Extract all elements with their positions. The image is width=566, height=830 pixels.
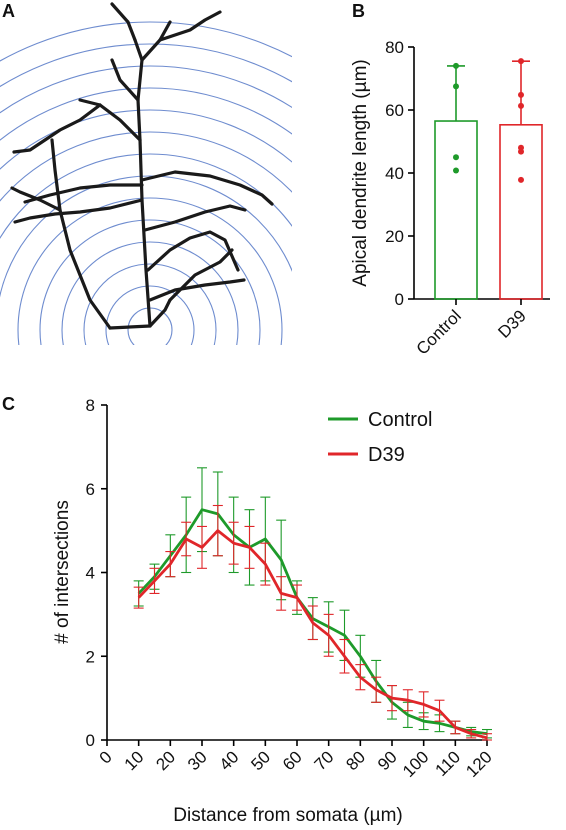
c-x-tick-label: 100 (399, 747, 432, 780)
b-data-point (518, 176, 524, 183)
c-x-tick-label: 80 (342, 747, 369, 774)
b-data-point (453, 154, 459, 161)
panel-c: C # of intersections Distance from somat… (2, 394, 496, 826)
sholl-ring-8 (0, 153, 292, 240)
b-plot-area: 0 20 40 60 80 Control D39 (385, 38, 550, 359)
c-x-tick-label: 50 (247, 747, 274, 774)
panel-a-letter: A (2, 1, 15, 21)
b-data-point (453, 167, 459, 174)
b-x-tick-label: Control (413, 306, 465, 358)
panel-a: A (0, 1, 292, 345)
top-right-branch (140, 10, 222, 62)
legend-label-d39: D39 (368, 444, 405, 466)
legend-label-control: Control (368, 409, 432, 431)
b-y-tick-label: 40 (385, 164, 404, 183)
top-right-twig (158, 20, 172, 42)
c-x-tick-label: 90 (374, 747, 401, 774)
panel-b-letter: B (352, 1, 365, 21)
c-y-axis-title: # of intersections (52, 500, 73, 644)
left-descending-branch (50, 138, 112, 330)
right-bottom-twig (168, 248, 234, 302)
left-upper-branch (78, 98, 142, 142)
c-x-tick-label: 0 (96, 747, 116, 767)
right-lower-branch (146, 230, 240, 272)
sholl-ring-4 (61, 241, 239, 345)
c-x-tick-label: 40 (216, 747, 243, 774)
c-x-tick-label: 110 (432, 747, 465, 780)
c-y-tick-label: 2 (86, 647, 95, 666)
sholl-ring-6 (17, 197, 283, 345)
sholl-ring-12 (0, 65, 292, 114)
sholl-ring-7 (0, 175, 292, 298)
b-data-point (518, 102, 524, 109)
b-data-point (518, 148, 524, 155)
right-bottom-branch (148, 278, 246, 302)
sholl-ring-10 (0, 109, 292, 170)
panel-b: B Apical dendrite length (µm) 0 20 40 60 80 C… (350, 1, 550, 359)
c-x-tick-label: 20 (152, 747, 179, 774)
c-x-tick-label: 120 (462, 747, 495, 780)
left-lower-branch (10, 186, 62, 212)
b-bar-control (434, 120, 478, 300)
b-y-tick-label: 60 (385, 101, 404, 120)
neuron-tracing (10, 2, 274, 330)
b-y-axis-title: Apical dendrite length (µm) (350, 59, 371, 286)
c-x-tick-label: 30 (184, 747, 211, 774)
sholl-ring-14 (0, 21, 292, 62)
c-x-tick-label: 60 (279, 747, 306, 774)
c-x-axis-title: Distance from somata (µm) (173, 805, 403, 826)
top-mid-branch (110, 58, 140, 102)
b-data-point (453, 83, 459, 90)
c-y-tick-label: 6 (86, 480, 95, 499)
apical-trunk (133, 38, 152, 328)
c-series-line-d39 (137, 529, 488, 740)
c-x-tick-label: 10 (121, 747, 148, 774)
b-y-tick-label: 0 (395, 290, 404, 309)
sholl-ring-9 (0, 131, 292, 202)
sholl-ring-2 (105, 285, 195, 345)
left-cross-branch (13, 198, 144, 224)
c-legend: Control D39 (328, 409, 432, 466)
right-mid-branch (143, 204, 247, 232)
sholl-rings (0, 21, 292, 345)
top-left-branch (110, 2, 137, 42)
b-data-point (518, 58, 524, 65)
c-series-control (133, 467, 492, 739)
c-y-tick-label: 4 (86, 564, 95, 583)
c-y-tick-label: 8 (86, 396, 95, 415)
sholl-ring-11 (0, 87, 292, 141)
sholl-ring-13 (0, 43, 292, 88)
c-series-d39 (133, 504, 492, 741)
b-data-point (518, 91, 524, 98)
panel-c-letter: C (2, 394, 15, 414)
sholl-ring-3 (83, 263, 217, 345)
sholl-ring-5 (39, 219, 261, 345)
soma-base (108, 298, 172, 330)
b-y-tick-label: 20 (385, 227, 404, 246)
b-data-point (453, 62, 459, 69)
right-long-branch (140, 170, 274, 206)
b-y-tick-label: 80 (385, 38, 404, 57)
c-y-tick-label: 0 (86, 731, 95, 750)
c-x-tick-label: 70 (311, 747, 338, 774)
left-long-branch (23, 183, 144, 204)
b-x-tick-label: D39 (494, 306, 529, 341)
left-mid-branch (12, 103, 102, 154)
